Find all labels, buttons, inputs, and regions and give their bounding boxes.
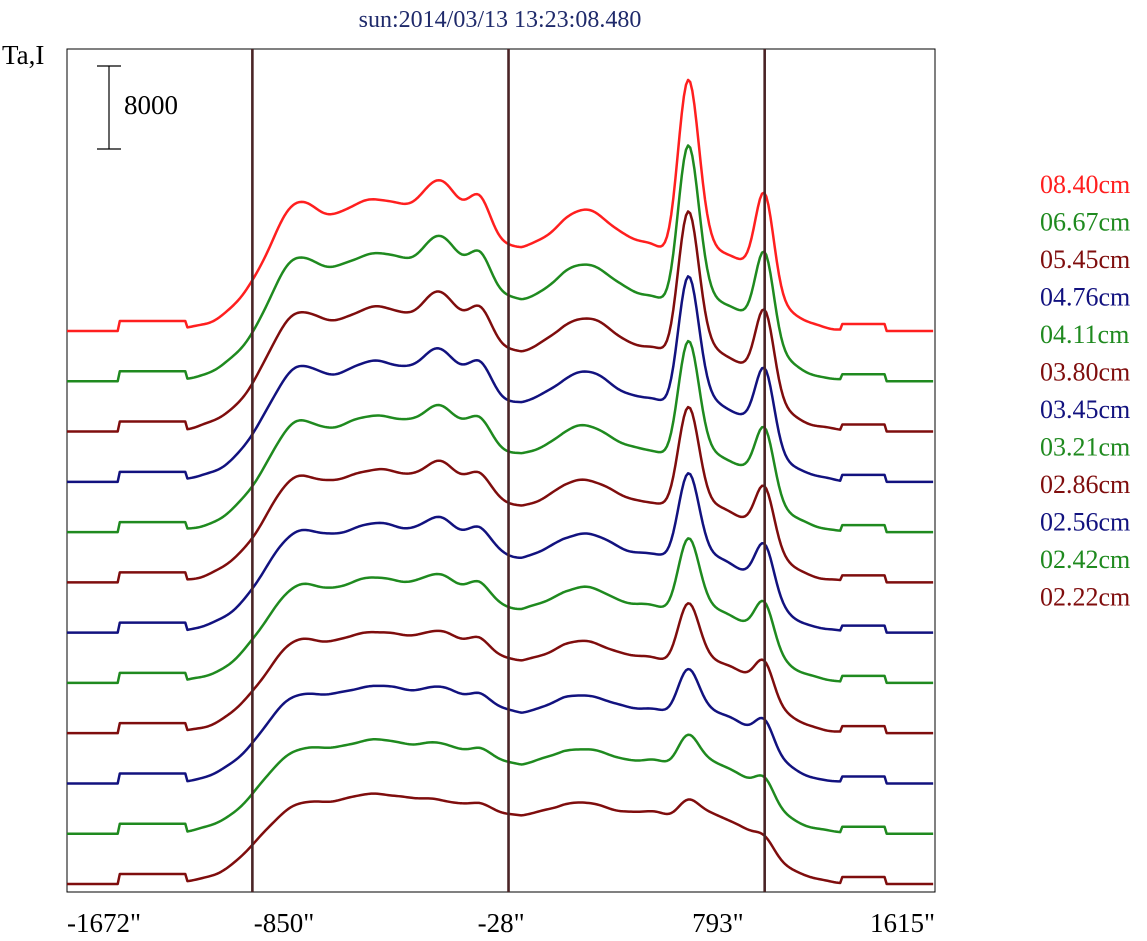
plot-frame xyxy=(66,48,936,893)
series-line-02.42cm xyxy=(67,733,934,835)
legend-entry-03.21cm: 03.21cm xyxy=(1040,433,1130,462)
legend-entry-02.22cm: 02.22cm xyxy=(1040,583,1130,612)
legend-entry-06.67cm: 06.67cm xyxy=(1040,208,1130,237)
series-line-02.86cm xyxy=(67,602,934,735)
vertical-marker-group xyxy=(251,49,766,892)
series-line-03.21cm xyxy=(67,537,934,685)
legend-entry-03.45cm: 03.45cm xyxy=(1040,395,1130,424)
trace-group xyxy=(67,78,934,886)
legend-entry-03.80cm: 03.80cm xyxy=(1040,358,1130,387)
x-tick-label-3: 793" xyxy=(692,908,744,938)
legend-entry-04.11cm: 04.11cm xyxy=(1040,320,1129,349)
series-line-03.80cm xyxy=(67,405,934,584)
x-tick-label-1: -850" xyxy=(254,908,315,938)
series-line-06.67cm xyxy=(67,144,934,383)
series-line-08.40cm xyxy=(67,78,934,333)
series-line-05.45cm xyxy=(67,210,934,433)
x-tick-label-4: 1615" xyxy=(870,908,935,938)
series-line-04.76cm xyxy=(67,275,934,484)
scale-bar-label: 8000 xyxy=(124,90,178,120)
y-axis-label: Ta,I xyxy=(2,40,44,70)
series-line-03.45cm xyxy=(67,472,934,634)
legend-entry-05.45cm: 05.45cm xyxy=(1040,245,1130,274)
legend-entry-02.56cm: 02.56cm xyxy=(1040,508,1130,537)
chart-title: sun:2014/03/13 13:23:08.480 xyxy=(359,7,642,33)
x-tick-label-2: -28" xyxy=(478,908,525,938)
series-line-02.56cm xyxy=(67,667,934,785)
legend-entry-04.76cm: 04.76cm xyxy=(1040,283,1130,312)
legend-entry-02.86cm: 02.86cm xyxy=(1040,470,1130,499)
legend-entry-02.42cm: 02.42cm xyxy=(1040,545,1130,574)
scale-bar: 8000 xyxy=(97,65,178,150)
series-line-02.22cm xyxy=(67,792,934,886)
x-tick-label-0: -1672" xyxy=(67,908,141,938)
series-line-04.11cm xyxy=(67,339,934,534)
x-tick-labels: -1672" -850" -28" 793" 1615" xyxy=(67,908,935,938)
legend: 08.40cm 06.67cm 05.45cm 04.76cm 04.11cm 03.80… xyxy=(1040,170,1130,612)
legend-entry-08.40cm: 08.40cm xyxy=(1040,170,1130,199)
